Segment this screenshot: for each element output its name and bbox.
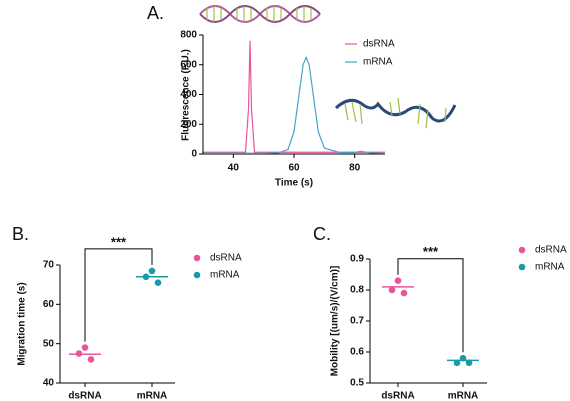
x-tick-label: dsRNA (68, 391, 101, 401)
series-line (203, 55, 386, 154)
y-tick-label: 0.8 (350, 285, 364, 296)
significance-label: *** (111, 234, 127, 249)
y-axis-title: Mobility [(um/s)/(V/cm)] (330, 266, 341, 377)
helix-single (334, 97, 457, 129)
x-tick-label: 60 (288, 163, 300, 174)
data-point (465, 359, 473, 367)
data-point (388, 286, 396, 294)
data-point (154, 279, 162, 287)
y-tick-label: 0.6 (350, 347, 364, 358)
data-point (81, 344, 89, 351)
legend-label: dsRNA (210, 253, 242, 264)
y-axis-title: Migration time (s) (17, 282, 28, 365)
significance-bracket (84, 248, 153, 342)
data-point (148, 267, 156, 275)
y-tick-label: 200 (180, 119, 197, 130)
legend-swatch (518, 263, 526, 271)
y-tick-label: 600 (180, 59, 197, 70)
helix-top (199, 5, 321, 23)
y-tick-label: 800 (180, 30, 197, 41)
y-tick-label: 0.5 (350, 378, 364, 389)
legend-label: dsRNA (363, 39, 395, 50)
data-point (87, 356, 95, 363)
panel-label: B. (12, 224, 29, 244)
x-tick-label: 80 (349, 163, 361, 174)
panel-label: A. (147, 3, 164, 23)
panel-label: C. (313, 224, 331, 244)
y-tick-label: 0.9 (350, 254, 364, 265)
x-tick-label: 40 (228, 163, 240, 174)
legend-label: mRNA (363, 57, 393, 68)
y-tick-label: 70 (43, 260, 55, 271)
y-tick-label: 400 (180, 89, 197, 100)
x-axis-title: Time (s) (275, 178, 313, 189)
data-point (453, 359, 461, 367)
legend-label: mRNA (535, 262, 565, 273)
legend-swatch (518, 246, 526, 254)
y-tick-label: 50 (43, 338, 55, 349)
data-point (75, 350, 83, 357)
significance-bracket (397, 258, 464, 353)
x-tick-label: mRNA (448, 391, 479, 401)
y-tick-label: 0.7 (350, 316, 364, 327)
legend-label: mRNA (210, 270, 240, 281)
legend-label: dsRNA (535, 245, 567, 256)
legend-swatch (193, 271, 201, 279)
data-point (394, 277, 402, 285)
y-tick-label: 60 (43, 299, 55, 310)
significance-label: *** (423, 244, 439, 259)
series-line (203, 40, 385, 153)
x-tick-label: dsRNA (381, 391, 414, 401)
x-tick-label: mRNA (137, 391, 168, 401)
y-axis-title: Fluorescence (F.U.) (181, 49, 192, 141)
data-point (400, 289, 408, 297)
y-tick-label: 0 (191, 149, 197, 160)
legend-swatch (193, 254, 201, 262)
y-tick-label: 40 (43, 378, 55, 389)
